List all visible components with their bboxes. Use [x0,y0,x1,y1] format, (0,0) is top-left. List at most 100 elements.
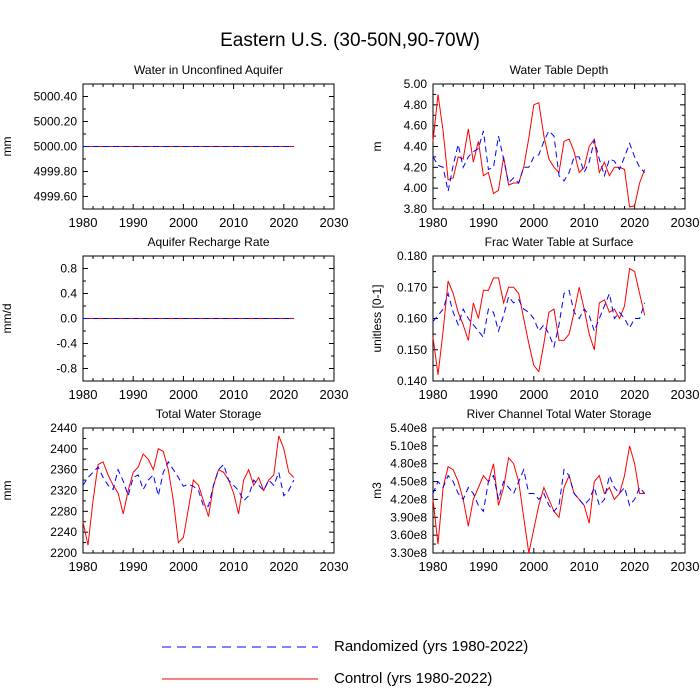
y-tick-label: -0.8 [56,362,77,376]
x-tick-label: 2010 [219,387,248,402]
x-tick-label: 2010 [219,559,248,574]
x-tick-label: 2020 [620,387,649,402]
chart-panel-6: 1980 1990 2000 2010 2020 2030 3.30e8 3.60e8 3.90… [370,407,699,574]
y-tick-label: 4999.60 [34,190,78,204]
y-tick-label: 4.80e8 [390,457,427,471]
legend-entry-randomized: Randomized (yrs 1980-2022) [160,638,528,655]
x-tick-label: 2010 [570,559,599,574]
y-tick-label: 4.50e8 [390,475,427,489]
x-tick-label: 1990 [119,559,148,574]
y-tick-label: 2320 [50,484,77,498]
chart-panel-4: 1980 1990 2000 2010 2020 2030 0.140 0.150 0.160 0… [370,235,699,402]
x-tick-label: 1990 [119,387,148,402]
y-axis-label: mm/d [0,304,14,334]
series-randomized-line [432,468,646,513]
x-tick-label: 2030 [671,387,700,402]
y-tick-label: -0.4 [56,337,77,351]
x-tick-label: 2020 [620,559,649,574]
y-tick-label: 4.00 [404,181,428,195]
y-tick-label: 5.40e8 [390,421,427,435]
y-tick-label: 0.170 [397,280,427,294]
y-axis-label: unitless [0-1] [370,284,384,352]
x-tick-label: 2000 [169,387,198,402]
y-tick-label: 4.20 [404,160,428,174]
y-tick-label: 4.40 [404,140,428,154]
y-tick-label: 4.80 [404,98,428,112]
y-tick-label: 5.10e8 [390,439,427,453]
panel-title: Water in Unconfined Aquifer [134,63,283,77]
x-tick-label: 2010 [570,215,599,230]
x-tick-label: 2000 [519,387,548,402]
x-tick-label: 2030 [320,215,349,230]
x-tick-label: 2010 [570,387,599,402]
y-tick-label: 2440 [50,421,77,435]
series-control-line [82,435,295,546]
x-tick-label: 1980 [419,215,448,230]
y-tick-label: 2400 [50,442,77,456]
y-tick-label: 5000.40 [34,90,78,104]
y-tick-label: 4.20e8 [390,492,427,506]
y-tick-label: 5000.20 [34,115,78,129]
legend-label-randomized: Randomized (yrs 1980-2022) [334,638,529,655]
chart-panel-2: 1980 1990 2000 2010 2020 2030 3.80 4.00 4.20 4.40… [370,63,699,230]
panel-title: River Channel Total Water Storage [467,407,652,421]
x-tick-label: 2020 [269,559,298,574]
y-tick-label: 3.30e8 [390,546,427,560]
y-tick-label: 5000.00 [34,140,78,154]
y-axis-label: mm [0,481,14,501]
chart-panel-1: 1980 1990 2000 2010 2020 2030 4999.60 4999.80 50… [0,63,348,230]
x-tick-label: 2000 [169,215,198,230]
x-tick-label: 1990 [119,215,148,230]
x-tick-label: 1980 [69,559,98,574]
y-tick-label: 0.180 [397,249,427,263]
panel-title: Total Water Storage [156,407,262,421]
y-tick-label: 0.160 [397,312,427,326]
y-tick-label: 2360 [50,463,77,477]
series-randomized-line [432,130,646,192]
x-tick-label: 1980 [69,215,98,230]
y-tick-label: 0.0 [60,312,77,326]
series-randomized-line [82,460,295,507]
x-tick-label: 2030 [671,559,700,574]
y-tick-label: 0.150 [397,343,427,357]
x-tick-label: 2020 [269,215,298,230]
plot-frame [82,427,335,554]
series-control-line [432,94,646,208]
panel-title: Frac Water Table at Surface [485,235,634,249]
x-tick-label: 2020 [620,215,649,230]
panel-title: Aquifer Recharge Rate [147,235,269,249]
legend-entry-control: Control (yrs 1980-2022) [160,670,492,687]
x-tick-label: 2030 [671,215,700,230]
y-axis-label: m [370,142,384,152]
legend-line-control [162,678,318,679]
y-tick-label: 0.8 [60,262,77,276]
panel-title: Water Table Depth [510,63,609,77]
x-tick-label: 2000 [169,559,198,574]
y-tick-label: 2280 [50,504,77,518]
legend-line-randomized [162,646,318,647]
y-tick-label: 2240 [50,525,77,539]
x-tick-label: 1980 [419,559,448,574]
y-tick-label: 2200 [50,546,77,560]
y-tick-label: 3.80 [404,202,428,216]
x-tick-label: 1990 [469,215,498,230]
series-control-line [432,267,646,375]
series-randomized-line [432,289,646,349]
legend-label-control: Control (yrs 1980-2022) [334,670,493,687]
x-tick-label: 2000 [519,559,548,574]
y-tick-label: 0.140 [397,374,427,388]
y-tick-label: 4999.80 [34,165,78,179]
y-tick-label: 3.90e8 [390,510,427,524]
y-axis-label: m3 [370,482,384,499]
plot-frame [432,427,686,554]
series-control-line [432,445,645,554]
x-tick-label: 1980 [419,387,448,402]
figure-title: Eastern U.S. (30-50N,90-70W) [220,30,480,51]
y-tick-label: 0.4 [60,287,77,301]
x-tick-label: 1990 [469,387,498,402]
x-tick-label: 2030 [320,387,349,402]
x-tick-label: 2000 [519,215,548,230]
x-tick-label: 1990 [469,559,498,574]
y-axis-label: mm [0,137,14,157]
